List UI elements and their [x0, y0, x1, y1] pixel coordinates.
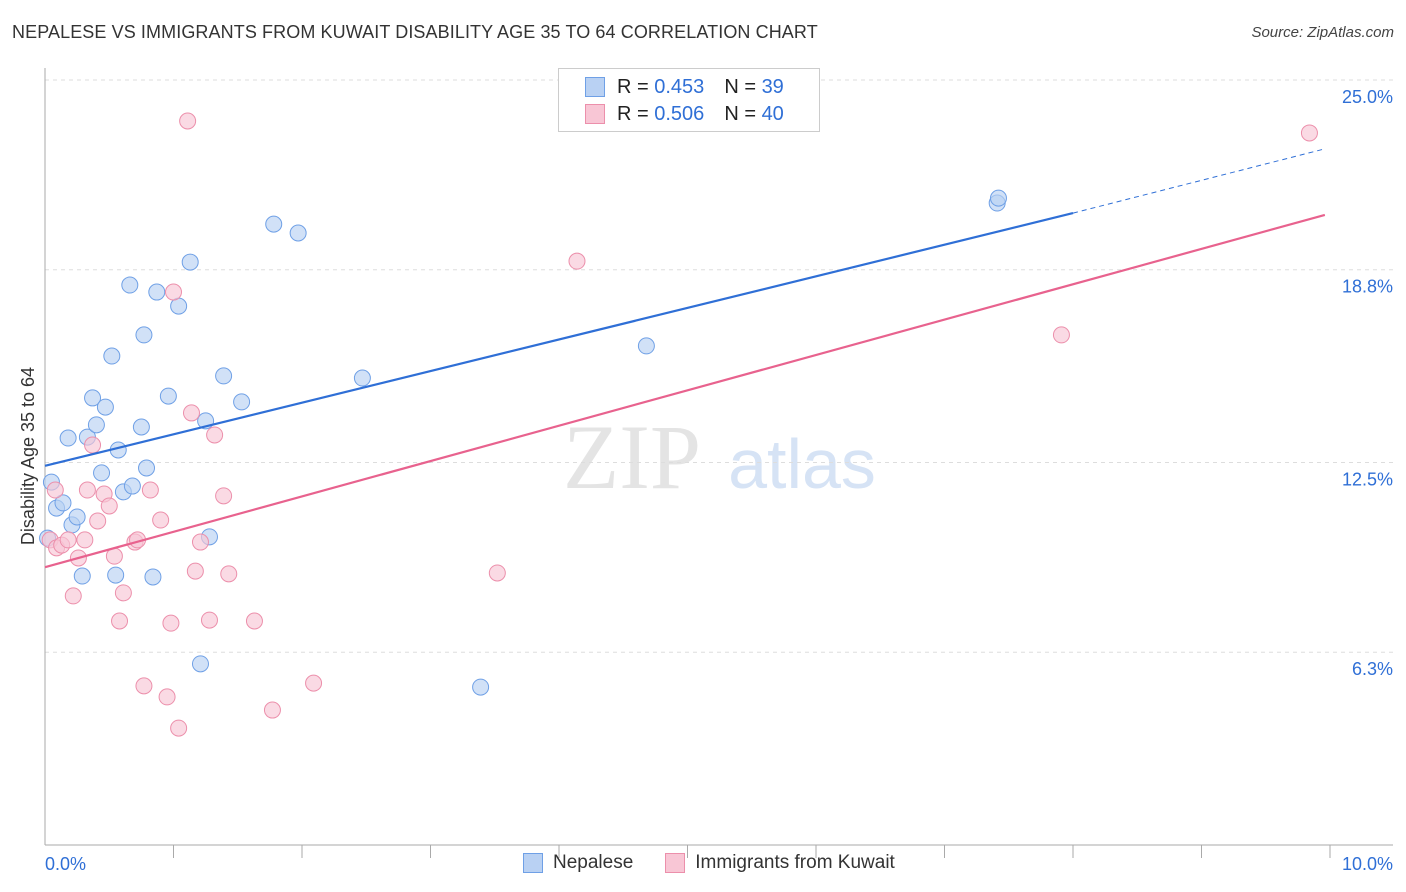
- kuwait-point: [245, 612, 263, 630]
- nepalese-point: [107, 566, 125, 584]
- nepalese-trendline-extension: [1072, 148, 1325, 214]
- kuwait-point: [263, 701, 281, 719]
- kuwait-point: [59, 531, 77, 549]
- kuwait-point: [152, 511, 170, 529]
- nepalese-point: [138, 459, 156, 477]
- chart-source: Source: ZipAtlas.com: [1251, 24, 1394, 41]
- nepalese-point: [96, 398, 114, 416]
- nepalese-point: [93, 464, 111, 482]
- nepalese-point: [103, 347, 121, 365]
- kuwait-point: [305, 674, 323, 692]
- kuwait-point: [191, 533, 209, 551]
- kuwait-point: [78, 481, 96, 499]
- kuwait-point: [64, 587, 82, 605]
- legend-row-kuwait: R = 0.506 N = 40: [585, 101, 784, 127]
- kuwait-point: [186, 562, 204, 580]
- nepalese-point: [181, 253, 199, 271]
- legend-swatch-blue: [585, 77, 605, 97]
- kuwait-point: [179, 112, 197, 130]
- r-value: 0.453: [654, 75, 705, 98]
- kuwait-point: [200, 611, 218, 629]
- series-legend: Nepalese Immigrants from Kuwait: [523, 852, 895, 874]
- nepalese-point: [233, 393, 251, 411]
- n-label: N =: [724, 75, 756, 98]
- nepalese-point: [73, 567, 91, 585]
- kuwait-point: [182, 404, 200, 422]
- nepalese-point: [353, 369, 371, 387]
- nepalese-point: [148, 283, 166, 301]
- legend-swatch-nepalese: [523, 853, 543, 873]
- kuwait-point: [111, 612, 129, 630]
- legend-label-kuwait: Immigrants from Kuwait: [695, 852, 895, 873]
- watermark-atlas: atlas: [728, 425, 876, 503]
- kuwait-point: [568, 252, 586, 270]
- kuwait-point: [1300, 124, 1318, 142]
- nepalese-point: [87, 416, 105, 434]
- kuwait-point: [46, 481, 64, 499]
- nepalese-point: [54, 494, 72, 512]
- y-tick-label: 18.8%: [1342, 277, 1393, 297]
- nepalese-point: [144, 568, 162, 586]
- nepalese-point: [132, 418, 150, 436]
- kuwait-point: [215, 487, 233, 505]
- chart-title: NEPALESE VS IMMIGRANTS FROM KUWAIT DISAB…: [12, 22, 818, 42]
- n-label: N =: [724, 102, 756, 125]
- kuwait-point: [76, 531, 94, 549]
- legend-swatch-pink: [585, 104, 605, 124]
- kuwait-point: [158, 688, 176, 706]
- nepalese-point: [121, 276, 139, 294]
- legend-label-nepalese: Nepalese: [553, 852, 634, 873]
- nepalese-point: [637, 337, 655, 355]
- n-value: 40: [761, 102, 784, 125]
- y-tick-label: 6.3%: [1352, 659, 1393, 679]
- nepalese-point: [123, 477, 141, 495]
- nepalese-point: [68, 508, 86, 526]
- kuwait-point: [141, 481, 159, 499]
- r-value: 0.506: [654, 102, 705, 125]
- legend-row-nepalese: R = 0.453 N = 39: [585, 74, 784, 100]
- nepalese-point: [159, 387, 177, 405]
- kuwait-point: [114, 584, 132, 602]
- kuwait-point: [206, 426, 224, 444]
- nepalese-point: [59, 429, 77, 447]
- nepalese-point: [472, 678, 490, 696]
- kuwait-point: [1052, 326, 1070, 344]
- nepalese-point: [191, 655, 209, 673]
- r-label: R =: [617, 102, 649, 125]
- kuwait-point: [135, 677, 153, 695]
- kuwait-point: [170, 719, 188, 737]
- kuwait-trendline: [44, 213, 1326, 569]
- legend: R = 0.453 N = 39 R = 0.506 N = 40: [558, 68, 820, 132]
- n-value: 39: [761, 75, 784, 98]
- nepalese-point: [84, 389, 102, 407]
- y-tick-label: 25.0%: [1342, 87, 1393, 107]
- kuwait-point: [84, 436, 102, 454]
- r-label: R =: [617, 75, 649, 98]
- y-axis-label: Disability Age 35 to 64: [18, 367, 38, 545]
- nepalese-point: [215, 367, 233, 385]
- legend-swatch-kuwait: [665, 853, 686, 873]
- nepalese-point: [989, 189, 1007, 207]
- kuwait-point: [100, 497, 118, 515]
- kuwait-point: [165, 283, 182, 301]
- kuwait-point: [488, 564, 506, 582]
- y-tick-label: 12.5%: [1342, 470, 1393, 490]
- nepalese-point: [289, 224, 307, 242]
- kuwait-point: [162, 614, 180, 632]
- x-tick-label-min: 0.0%: [45, 854, 86, 874]
- x-tick-label-max: 10.0%: [1342, 854, 1393, 874]
- nepalese-point: [265, 215, 283, 233]
- kuwait-point: [220, 565, 238, 583]
- nepalese-trendline: [44, 212, 1074, 467]
- nepalese-point: [135, 326, 153, 344]
- watermark-zip: ZIP: [563, 406, 701, 508]
- kuwait-point: [89, 512, 107, 530]
